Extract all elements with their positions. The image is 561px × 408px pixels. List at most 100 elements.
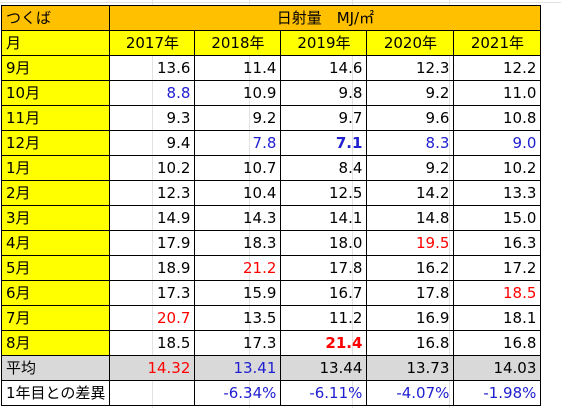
gridline [0, 2, 561, 3]
value-cell[interactable]: -6.34% [194, 380, 282, 406]
value-cell[interactable]: 14.32 [109, 355, 196, 381]
value-cell[interactable]: 17.3 [194, 330, 282, 356]
value-cell[interactable]: 10.4 [194, 180, 282, 206]
value-cell[interactable]: 13.3 [453, 180, 542, 206]
month-row: 6月 17.3 15.9 16.7 17.8 18.5 [0, 280, 542, 306]
month-row: 2月 12.3 10.4 12.5 14.2 13.3 [0, 180, 542, 206]
value-cell[interactable]: 9.4 [109, 130, 196, 156]
year-header-cell[interactable]: 2019年 [280, 30, 368, 56]
value-cell[interactable]: 8.8 [109, 80, 196, 106]
value-cell[interactable]: 9.0 [453, 130, 542, 156]
value-cell[interactable]: 12.5 [280, 180, 368, 206]
value-cell[interactable]: 11.4 [194, 55, 282, 81]
value-cell[interactable]: 14.3 [194, 205, 282, 231]
value-cell[interactable]: 18.0 [280, 230, 368, 256]
value-cell[interactable]: 15.9 [194, 280, 282, 306]
value-cell[interactable]: 7.1 [280, 130, 368, 156]
year-header-cell[interactable]: 2018年 [194, 30, 282, 56]
value-cell[interactable]: 14.1 [280, 205, 368, 231]
value-cell[interactable]: 16.8 [366, 330, 455, 356]
table-title[interactable]: 日射量 MJ/㎡ [109, 5, 542, 31]
value-cell[interactable]: 9.7 [280, 105, 368, 131]
value-cell[interactable]: -6.11% [280, 380, 368, 406]
value-cell[interactable]: 16.9 [366, 305, 455, 331]
year-header-cell[interactable]: 2021年 [453, 30, 542, 56]
value-cell[interactable]: 11.2 [280, 305, 368, 331]
year-header-cell[interactable]: 2017年 [109, 30, 196, 56]
row-label-cell[interactable]: 平均 [0, 355, 111, 381]
value-cell[interactable]: 18.3 [194, 230, 282, 256]
value-cell[interactable]: 18.9 [109, 255, 196, 281]
value-cell[interactable]: 13.5 [194, 305, 282, 331]
value-cell[interactable]: 16.7 [280, 280, 368, 306]
value-cell[interactable]: 12.2 [453, 55, 542, 81]
value-cell[interactable]: -1.98% [453, 380, 542, 406]
value-cell[interactable]: 13.44 [280, 355, 368, 381]
value-cell[interactable]: 20.7 [109, 305, 196, 331]
month-row: 4月 17.9 18.3 18.0 19.5 16.3 [0, 230, 542, 256]
value-cell[interactable]: 9.8 [280, 80, 368, 106]
row-label-cell[interactable]: 6月 [0, 280, 111, 306]
value-cell[interactable]: 21.2 [194, 255, 282, 281]
value-cell[interactable]: 10.2 [109, 155, 196, 181]
value-cell[interactable]: 15.0 [453, 205, 542, 231]
solar-radiation-table: つくば 日射量 MJ/㎡ 月 2017年 2018年 2019年 2020年 2… [0, 5, 542, 406]
row-label-cell[interactable]: 9月 [0, 55, 111, 81]
value-cell[interactable]: 18.1 [453, 305, 542, 331]
value-cell[interactable]: 9.2 [366, 155, 455, 181]
value-cell[interactable]: 10.7 [194, 155, 282, 181]
difference-row: 1年目との差異 -6.34% -6.11% -4.07% -1.98% [0, 380, 542, 406]
value-cell[interactable]: 8.4 [280, 155, 368, 181]
value-cell[interactable]: 16.2 [366, 255, 455, 281]
row-label-cell[interactable]: 1年目との差異 [0, 380, 111, 406]
row-label-cell[interactable]: 11月 [0, 105, 111, 131]
value-cell[interactable]: 17.3 [109, 280, 196, 306]
row-label-cell[interactable]: 12月 [0, 130, 111, 156]
month-header-cell[interactable]: 月 [0, 30, 111, 56]
row-label-cell[interactable]: 7月 [0, 305, 111, 331]
value-cell[interactable]: 21.4 [280, 330, 368, 356]
row-label-cell[interactable]: 8月 [0, 330, 111, 356]
value-cell[interactable]: 10.2 [453, 155, 542, 181]
value-cell[interactable]: 16.8 [453, 330, 542, 356]
value-cell[interactable]: 13.6 [109, 55, 196, 81]
value-cell[interactable]: 9.2 [194, 105, 282, 131]
row-label-cell[interactable]: 3月 [0, 205, 111, 231]
year-header-cell[interactable]: 2020年 [366, 30, 455, 56]
value-cell[interactable]: -4.07% [366, 380, 455, 406]
row-label-cell[interactable]: 2月 [0, 180, 111, 206]
value-cell[interactable]: 18.5 [453, 280, 542, 306]
value-cell[interactable]: 10.8 [453, 105, 542, 131]
row-label-cell[interactable]: 1月 [0, 155, 111, 181]
value-cell[interactable]: 16.3 [453, 230, 542, 256]
value-cell[interactable]: 12.3 [366, 55, 455, 81]
value-cell[interactable]: 14.03 [453, 355, 542, 381]
value-cell[interactable]: 14.8 [366, 205, 455, 231]
value-cell[interactable]: 17.8 [366, 280, 455, 306]
location-cell[interactable]: つくば [0, 5, 111, 31]
value-cell[interactable]: 7.8 [194, 130, 282, 156]
value-cell[interactable]: 11.0 [453, 80, 542, 106]
value-cell[interactable]: 10.9 [194, 80, 282, 106]
row-label-cell[interactable]: 10月 [0, 80, 111, 106]
value-cell[interactable]: 9.2 [366, 80, 455, 106]
value-cell[interactable]: 13.41 [194, 355, 282, 381]
value-cell[interactable]: 14.2 [366, 180, 455, 206]
value-cell[interactable]: 14.9 [109, 205, 196, 231]
row-label-cell[interactable]: 4月 [0, 230, 111, 256]
value-cell[interactable]: 12.3 [109, 180, 196, 206]
value-cell[interactable] [109, 380, 196, 406]
month-row: 10月 8.8 10.9 9.8 9.2 11.0 [0, 80, 542, 106]
value-cell[interactable]: 17.9 [109, 230, 196, 256]
value-cell[interactable]: 17.2 [453, 255, 542, 281]
value-cell[interactable]: 19.5 [366, 230, 455, 256]
value-cell[interactable]: 9.3 [109, 105, 196, 131]
value-cell[interactable]: 14.6 [280, 55, 368, 81]
value-cell[interactable]: 8.3 [366, 130, 455, 156]
month-row: 9月 13.6 11.4 14.6 12.3 12.2 [0, 55, 542, 81]
value-cell[interactable]: 9.6 [366, 105, 455, 131]
value-cell[interactable]: 13.73 [366, 355, 455, 381]
value-cell[interactable]: 18.5 [109, 330, 196, 356]
row-label-cell[interactable]: 5月 [0, 255, 111, 281]
value-cell[interactable]: 17.8 [280, 255, 368, 281]
